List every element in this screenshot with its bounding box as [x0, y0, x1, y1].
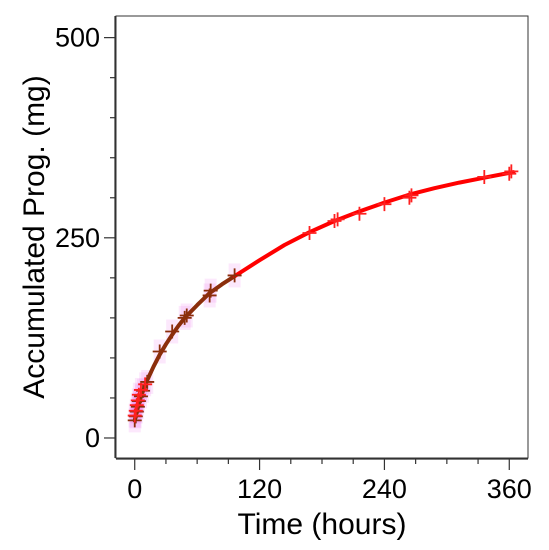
fit-line	[132, 274, 237, 423]
data-point	[177, 310, 192, 325]
y-tick-label: 500	[55, 23, 100, 53]
data-point	[404, 188, 419, 203]
data-point	[128, 403, 143, 418]
data-point	[227, 268, 242, 283]
data-point	[377, 197, 392, 212]
plot-frame	[115, 15, 529, 459]
data-point	[352, 206, 367, 221]
data-markers	[127, 164, 519, 428]
y-axis-title: Accumulated Prog. (mg)	[18, 75, 51, 398]
data-point	[302, 225, 317, 240]
x-axis-title: Time (hours)	[238, 508, 407, 541]
x-tick-label: 360	[487, 474, 532, 504]
fitted-curves	[132, 170, 516, 423]
data-point	[152, 344, 167, 359]
data-point	[138, 377, 153, 392]
y-tick-label: 0	[85, 423, 100, 453]
data-point	[504, 164, 519, 179]
data-point	[179, 308, 194, 323]
data-point	[203, 283, 218, 298]
data-point	[140, 374, 155, 389]
data-point	[130, 393, 145, 408]
data-point	[502, 166, 517, 181]
fit-line	[232, 170, 516, 279]
y-axis: 0 250 500	[55, 16, 116, 458]
data-point	[402, 190, 417, 205]
data-point	[477, 169, 492, 184]
error-bands	[128, 263, 241, 433]
data-point	[330, 212, 345, 227]
data-point	[327, 213, 342, 228]
y-tick-label: 250	[55, 223, 100, 253]
data-point	[165, 324, 180, 339]
x-axis: 0 120 240 360	[116, 458, 532, 504]
x-tick-label: 0	[127, 474, 142, 504]
x-tick-label: 120	[237, 474, 282, 504]
x-tick-label: 240	[362, 474, 407, 504]
